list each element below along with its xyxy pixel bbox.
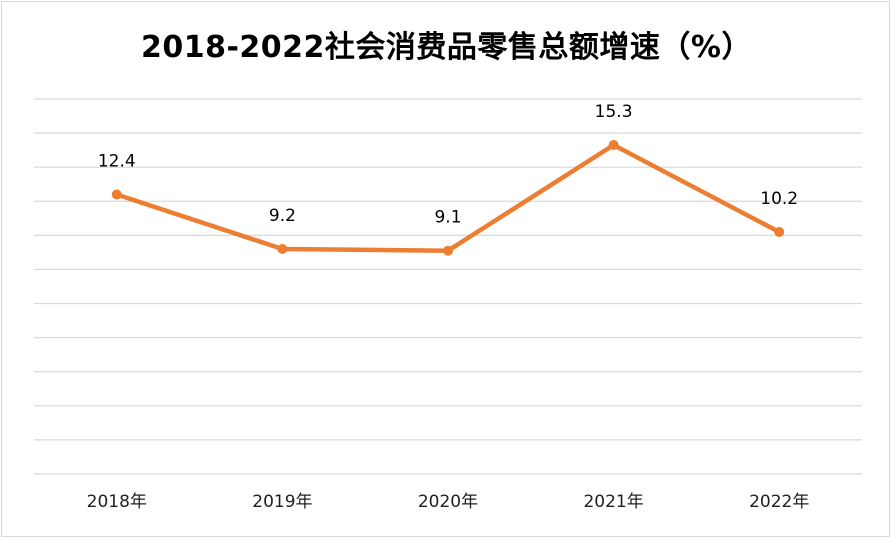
data-point — [111, 189, 122, 200]
data-label: 15.3 — [595, 102, 633, 122]
data-label: 9.1 — [434, 208, 461, 228]
x-tick-label: 2021年 — [583, 492, 643, 512]
data-point — [443, 245, 453, 256]
data-label: 12.4 — [98, 151, 136, 171]
data-label: 9.2 — [269, 206, 296, 226]
x-tick-label: 2019年 — [252, 492, 312, 512]
data-label: 10.2 — [760, 189, 798, 209]
data-point — [608, 140, 619, 151]
x-tick-label: 2020年 — [418, 492, 478, 512]
x-tick-label: 2022年 — [749, 492, 809, 512]
chart-title: 2018-2022社会消费品零售总额增速（%） — [140, 30, 752, 65]
data-labels: 12.4 9.2 9.1 15.3 10.2 — [98, 102, 798, 228]
data-point — [277, 244, 288, 254]
data-points — [111, 140, 785, 256]
x-tick-label: 2018年 — [87, 492, 147, 512]
data-point — [774, 226, 785, 237]
x-axis-ticks: 2018年 2019年 2020年 2021年 2022年 — [87, 492, 810, 512]
gridlines — [34, 98, 862, 475]
